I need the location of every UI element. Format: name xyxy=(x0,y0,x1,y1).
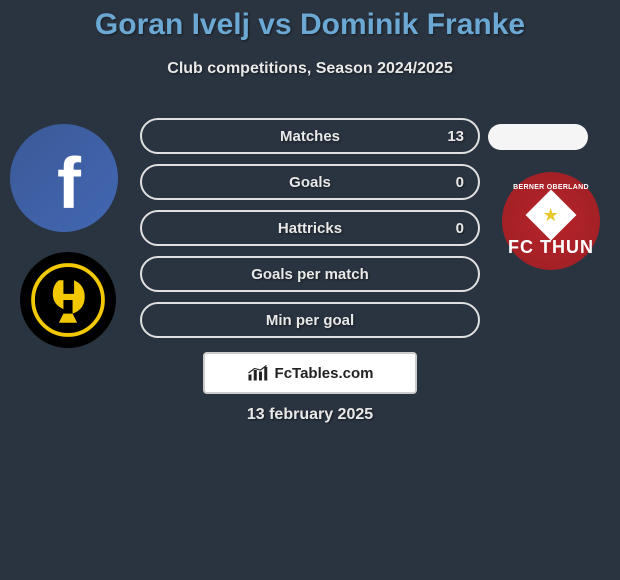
stat-row-mpg: Min per goal xyxy=(140,302,480,338)
stat-label: Goals per match xyxy=(251,266,369,283)
stat-label: Goals xyxy=(289,174,331,191)
bar-chart-icon xyxy=(247,364,271,382)
stat-row-matches: Matches 13 xyxy=(140,118,480,154)
stat-label: Hattricks xyxy=(278,220,342,237)
stat-row-goals: Goals 0 xyxy=(140,164,480,200)
attribution-text: FcTables.com xyxy=(275,365,374,382)
subtitle: Club competitions, Season 2024/2025 xyxy=(0,60,620,78)
stat-row-hattricks: Hattricks 0 xyxy=(140,210,480,246)
stat-row-gpm: Goals per match xyxy=(140,256,480,292)
stat-label: Matches xyxy=(280,128,340,145)
attribution-box: FcTables.com xyxy=(203,352,417,394)
stat-value-right: 0 xyxy=(456,174,464,191)
stats-container: Matches 13 Goals 0 Hattricks 0 Goals per… xyxy=(140,118,480,348)
team2-badge: BERNER OBERLAND FC THUN xyxy=(502,172,600,270)
player1-avatar xyxy=(10,124,118,232)
stat-value-right: 0 xyxy=(456,220,464,237)
page-title: Goran Ivelj vs Dominik Franke xyxy=(0,0,620,42)
schaffhausen-logo-icon xyxy=(30,262,106,338)
team1-badge xyxy=(20,252,116,348)
star-icon xyxy=(526,190,577,241)
stat-value-right: 13 xyxy=(447,128,464,145)
date-text: 13 february 2025 xyxy=(0,406,620,424)
stat-label: Min per goal xyxy=(266,312,354,329)
player2-avatar-placeholder xyxy=(488,124,588,150)
